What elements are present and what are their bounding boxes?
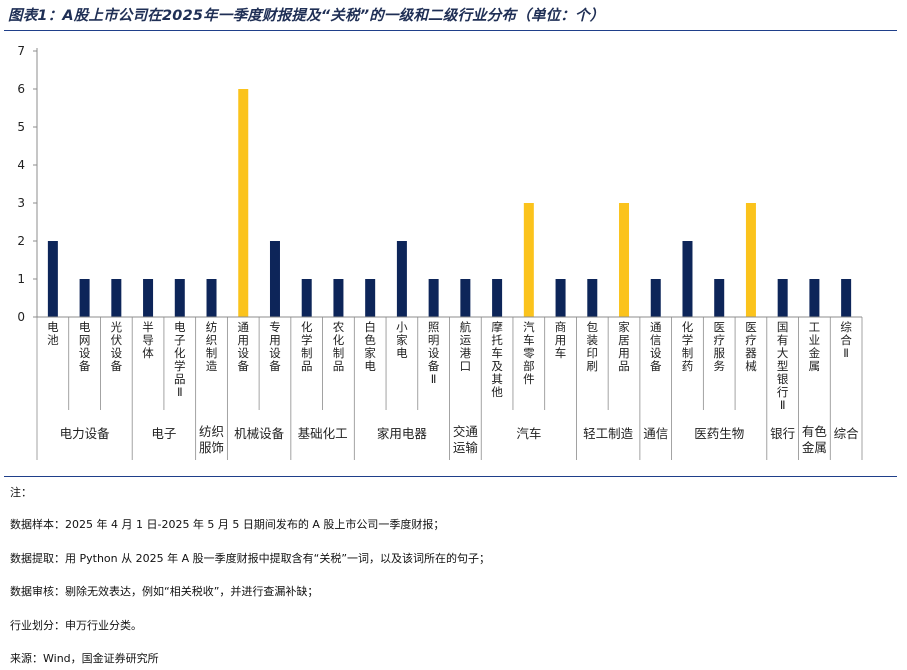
bar-23 [745, 203, 756, 317]
x-category-label: 摩托车及其他 [491, 320, 503, 399]
x-group-label: 电子 [151, 426, 176, 441]
y-axis: 0 1 2 3 4 5 6 7 [17, 44, 38, 324]
note-classification: 行业划分：申万行业分类。 [10, 619, 142, 632]
x-category-label: 商用车 [555, 320, 567, 360]
x-group-label: 基础化工 [298, 426, 348, 441]
x-category-label: 专用设备 [269, 320, 281, 373]
x-category-label: 通用设备 [238, 320, 250, 373]
bar-1 [47, 241, 58, 317]
x-group-label: 有色金属 [802, 424, 828, 455]
bar-25 [809, 279, 820, 317]
x-category-label: 综合 Ⅱ [840, 320, 852, 360]
x-group-label: 综合 [834, 426, 860, 441]
bar-9 [301, 279, 312, 317]
x-group-label: 通信 [643, 426, 668, 441]
note-review: 数据审核：剔除无效表达，例如“相关税收”，并进行查漏补缺； [10, 585, 319, 598]
bar-7 [238, 89, 249, 317]
note-extraction: 数据提取：用 Python 从 2025 年 A 股一季度财报中提取含有“关税”… [10, 552, 491, 565]
notes-rule [4, 476, 897, 477]
y-tick-label: 1 [17, 272, 25, 286]
x-category-label: 航运港口 [460, 320, 472, 373]
bar-chart: 0 1 2 3 4 5 6 7 电池 电网设备 光伏设备 半导体 电子化学品 Ⅱ 纺织制造 通用设备 专用设备… [17, 44, 863, 460]
x-category-label: 工业金属 [809, 320, 821, 373]
note-sample: 数据样本：2025 年 4 月 1 日-2025 年 5 月 5 日期间发布的 … [10, 518, 445, 531]
x-group-label: 机械设备 [234, 426, 285, 441]
y-tick-label: 5 [17, 120, 25, 134]
x-group-label: 医药生物 [694, 426, 744, 441]
x-category-label: 医疗器械 [745, 320, 757, 373]
x-group-label: 家用电器 [377, 426, 428, 441]
bar-26 [841, 279, 852, 317]
x-category-label: 医疗服务 [713, 320, 725, 373]
x-category-label: 通信设备 [650, 320, 662, 373]
bar-18 [587, 279, 598, 317]
x-group-label: 轻工制造 [583, 426, 634, 441]
bars [47, 89, 852, 317]
y-tick-label: 0 [17, 310, 25, 324]
x-category-label: 光伏设备 [111, 320, 123, 373]
y-tick-label: 2 [17, 234, 25, 248]
bar-12 [396, 241, 407, 317]
x-axis: 电池 电网设备 光伏设备 半导体 电子化学品 Ⅱ 纺织制造 通用设备 专用设备 化学制品 农化制品 白… [36, 316, 863, 460]
x-category-label: 电子化学品 Ⅱ [174, 320, 186, 399]
x-category-label: 家居用品 [618, 320, 630, 373]
chart-title: 图表1：A股上市公司在2025年一季度财报提及“关税”的一级和二级行业分布（单位… [8, 8, 605, 24]
bar-4 [143, 279, 154, 317]
bar-19 [619, 203, 630, 317]
bar-14 [460, 279, 471, 317]
title-rule [4, 30, 897, 31]
bar-6 [206, 279, 217, 317]
bar-24 [777, 279, 788, 317]
bar-10 [333, 279, 344, 317]
y-tick-label: 4 [17, 158, 25, 172]
x-category-label: 电网设备 [79, 320, 91, 373]
y-tick-label: 3 [17, 196, 25, 210]
x-category-label: 照明设备 Ⅱ [428, 320, 440, 386]
x-category-label: 半导体 [142, 320, 154, 360]
bar-16 [523, 203, 534, 317]
bar-5 [174, 279, 185, 317]
x-category-label: 化学制药 [682, 320, 694, 373]
x-category-label: 白色家电 [364, 320, 376, 373]
bar-8 [269, 241, 280, 317]
bar-3 [111, 279, 122, 317]
x-group-label: 银行 [770, 426, 795, 441]
x-group-label: 纺织服饰 [199, 424, 224, 455]
x-category-label: 农化制品 [333, 320, 345, 373]
y-tick-label: 7 [17, 44, 25, 58]
x-group-label: 电力设备 [60, 426, 111, 441]
bar-21 [682, 241, 693, 317]
bar-2 [79, 279, 90, 317]
x-group-label: 交通运输 [453, 424, 479, 455]
bar-15 [492, 279, 503, 317]
note-source: 来源：Wind，国金证券研究所 [10, 652, 159, 665]
y-tick-label: 6 [17, 82, 25, 96]
bar-20 [650, 279, 661, 317]
x-category-label: 国有大型银行 Ⅱ [777, 320, 789, 412]
bar-17 [555, 279, 566, 317]
x-category-label: 纺织制造 [206, 320, 218, 373]
bar-13 [428, 279, 439, 317]
x-category-label: 汽车零部件 [523, 320, 535, 386]
bar-11 [365, 279, 376, 317]
x-category-label: 包装印刷 [587, 320, 599, 373]
bar-22 [714, 279, 725, 317]
x-category-label: 化学制品 [301, 320, 313, 373]
note-heading: 注： [10, 486, 32, 499]
x-category-label: 电池 [47, 320, 59, 347]
x-category-label: 小家电 [396, 320, 408, 360]
x-group-label: 汽车 [516, 426, 541, 441]
